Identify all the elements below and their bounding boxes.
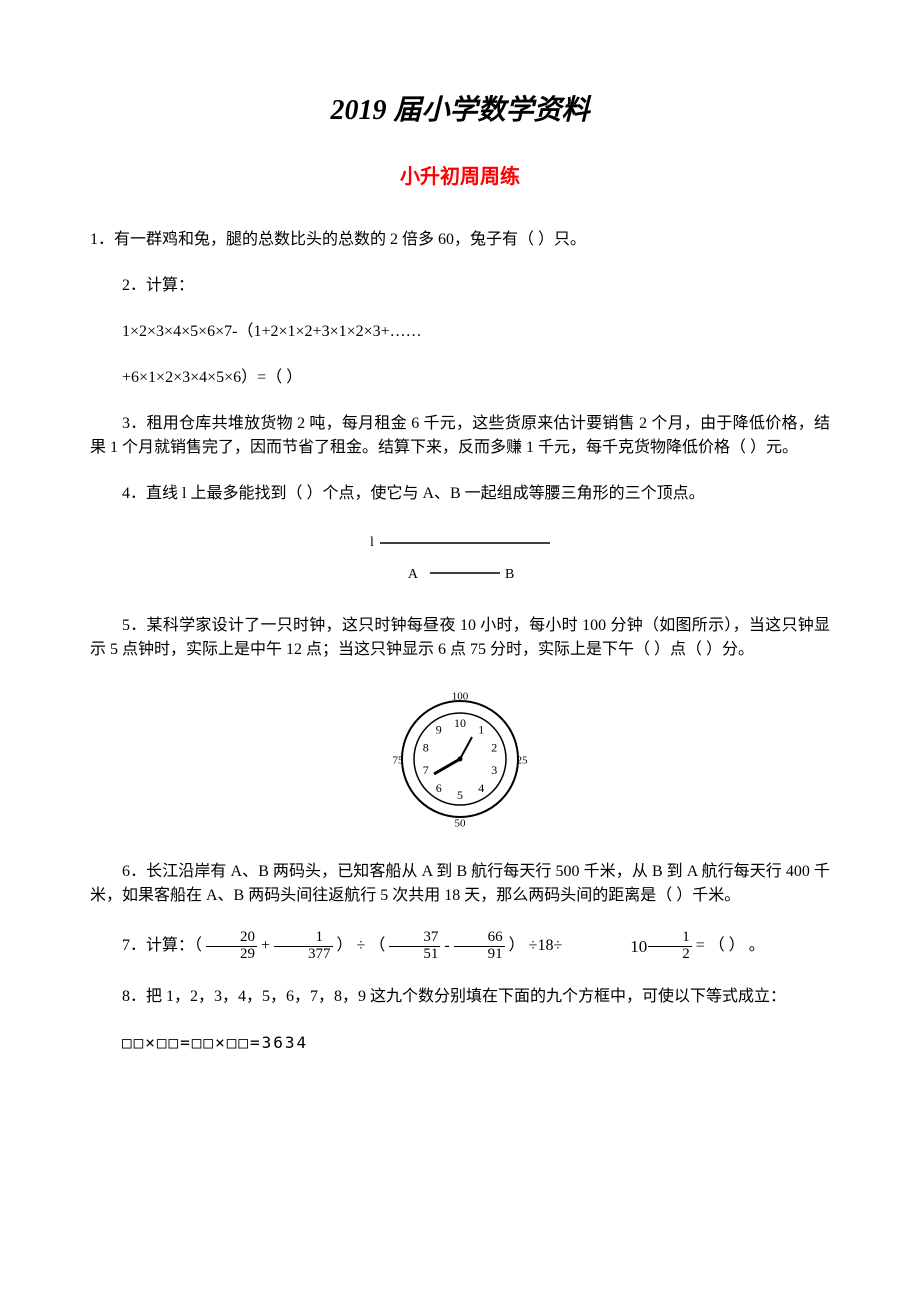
problem-4: 4．直线 l 上最多能找到（ ）个点，使它与 A、B 一起组成等腰三角形的三个顶… [90,482,830,506]
clock-hour-10: 10 [454,716,466,730]
clock-hour-9: 9 [436,723,442,737]
clock-hour-4: 4 [478,781,484,795]
figure-clock: 10 12 34 5 67 89 100 25 50 75 [90,684,830,842]
problem-2-line2: +6×1×2×3×4×5×6）=（ ） [90,366,830,390]
clock-outer-right: 25 [517,755,529,767]
main-title: 2019 届小学数学资料 [90,90,830,132]
clock-outer-left: 75 [393,755,405,767]
mixed-10-1-2: 1012 [566,930,692,963]
fraction-1-377: 1377 [274,930,333,963]
problem-3: 3．租用仓库共堆放货物 2 吨，每月租金 6 千元，这些货原来估计要销售 2 个… [90,412,830,460]
problem-8-equation: □□×□□=□□×□□=3634 [90,1031,830,1055]
fraction-20-29: 2029 [206,930,257,963]
q7-plus: + [261,937,274,954]
q7-minus: - [444,937,453,954]
clock-hour-1: 1 [478,723,484,737]
q7-mid2: ） ÷18÷ [509,937,567,954]
problem-8-text: 8．把 1，2，3，4，5，6，7，8，9 这九个数分别填在下面的九个方框中，可… [90,985,830,1009]
problem-1: 1．有一群鸡和兔，腿的总数比头的总数的 2 倍多 60，兔子有（ ）只。 [90,228,830,252]
problem-6: 6．长江沿岸有 A、B 两码头，已知客船从 A 到 B 航行每天行 500 千米… [90,860,830,908]
clock-hour-8: 8 [423,741,429,755]
problem-2-head: 2．计算： [90,274,830,298]
label-a: A [408,567,419,582]
sub-title: 小升初周周练 [90,162,830,192]
figure-line-ab: l A B [90,528,830,596]
problem-2-line1: 1×2×3×4×5×6×7-（1+2×1×2+3×1×2×3+…… [90,320,830,344]
q7-lead: 7．计算：（ [122,937,202,954]
clock-hour-7: 7 [423,763,429,777]
clock-hour-6: 6 [436,781,442,795]
clock-hour-5: 5 [457,788,463,802]
clock-hour-3: 3 [491,763,497,777]
fraction-66-91: 6691 [454,930,505,963]
problem-5: 5．某科学家设计了一只时钟，这只时钟每昼夜 10 小时，每小时 100 分钟（如… [90,614,830,662]
label-l: l [370,535,374,550]
fraction-37-51: 3751 [389,930,440,963]
q7-mid1: ） ÷ （ [337,937,386,954]
label-b: B [505,567,514,582]
clock-outer-bottom: 50 [455,818,467,830]
clock-outer-top: 100 [452,691,469,703]
q7-tail: = （ ） 。 [696,937,765,954]
problem-7: 7．计算：（ 2029 + 1377 ） ÷ （ 3751 - 6691 ） ÷… [90,930,830,963]
clock-hour-2: 2 [491,741,497,755]
